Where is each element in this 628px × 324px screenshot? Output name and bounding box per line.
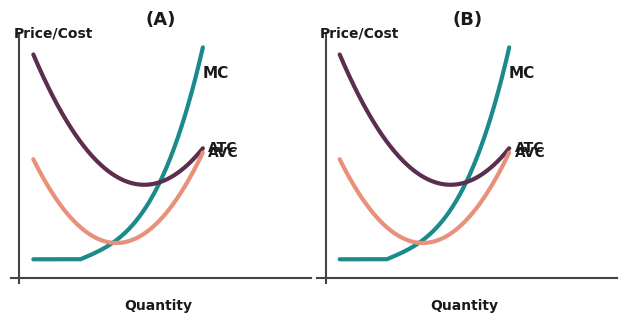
Text: Price/Cost: Price/Cost [320, 27, 399, 40]
Text: Quantity: Quantity [430, 299, 499, 313]
Text: MC: MC [202, 66, 229, 81]
Text: Price/Cost: Price/Cost [14, 27, 94, 40]
Text: AVC: AVC [515, 145, 546, 159]
Title: (B): (B) [452, 11, 482, 29]
Text: MC: MC [509, 66, 535, 81]
Text: AVC: AVC [208, 145, 239, 159]
Title: (A): (A) [146, 11, 176, 29]
Text: ATC: ATC [515, 141, 544, 155]
Text: ATC: ATC [208, 141, 238, 155]
Text: Quantity: Quantity [124, 299, 192, 313]
